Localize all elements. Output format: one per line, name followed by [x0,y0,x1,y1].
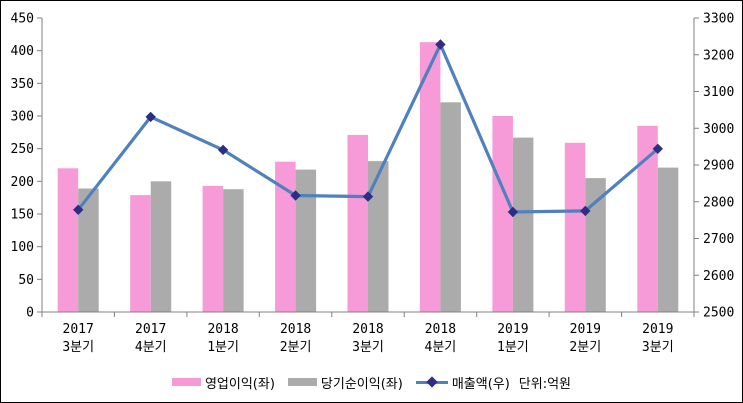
revenue-marker [73,204,84,215]
revenue-marker [580,205,591,217]
operating-profit-legend-label: 영업이익(좌) [204,376,275,392]
right-axis-tick-label: 2600 [703,269,734,284]
x-axis-label-quarter: 3분기 [352,340,384,355]
bar-net-profit [657,167,679,312]
bar-operating-profit [57,168,79,312]
right-axis-tick-label: 3200 [703,48,734,63]
right-axis-tick-label: 2500 [703,306,734,321]
bar-net-profit [78,188,99,312]
revenue-marker [652,143,663,154]
left-axis-tick-label: 200 [11,175,34,190]
bar-net-profit [368,161,389,312]
right-axis-tick-label: 2800 [703,195,734,210]
revenue-marker [290,190,301,201]
x-axis-label-quarter: 4분기 [425,340,457,355]
bar-operating-profit [637,125,658,312]
revenue-line-swatch [415,376,448,388]
left-axis-tick-label: 300 [11,110,34,125]
x-axis-label-year: 2018 [280,322,311,337]
bar-net-profit [585,178,606,312]
left-axis-tick-label: 350 [11,77,34,92]
bar-operating-profit [202,185,224,312]
revenue-marker [435,39,446,50]
x-axis-label-year: 2018 [352,322,383,337]
left-axis-tick-label: 400 [11,44,34,59]
left-axis-tick-label: 0 [26,306,34,321]
left-axis-tick-label: 50 [18,273,34,288]
right-axis-tick-label: 3300 [703,12,734,27]
right-axis-tick-label: 3100 [703,85,734,100]
revenue-marker [362,191,374,202]
bar-operating-profit [275,161,296,312]
revenue-marker [217,144,229,156]
bar-operating-profit [564,142,586,312]
bar-net-profit [223,189,244,312]
bar-net-profit [295,169,317,312]
x-axis-label-year: 2019 [642,322,673,337]
legend-item-revenue: 매출액(우) 단위:억원 [415,373,572,392]
unit-label: 단위:억원 [518,376,572,392]
left-axis-tick-label: 450 [11,12,34,27]
right-axis-tick-label: 2700 [703,232,734,247]
x-axis-label-year: 2018 [207,322,238,337]
x-axis-label-quarter: 3분기 [62,340,94,355]
bar-net-profit [512,137,534,312]
revenue-marker [507,206,519,218]
revenue-marker [145,111,156,123]
left-axis-tick-label: 150 [11,208,34,223]
right-axis-tick-label: 3000 [703,122,734,137]
diamond-marker-icon [426,376,438,388]
x-axis-label-year: 2018 [425,322,456,337]
x-axis-label-year: 2019 [497,322,528,337]
right-axis-tick-label: 2900 [703,159,734,174]
x-axis-label-quarter: 3분기 [642,340,674,355]
net-profit-color-swatch [287,378,317,386]
chart-legend: 영업이익(좌) 당기순이익(좌) 매출액(우) 단위:억원 [1,371,742,393]
bar-operating-profit [347,134,368,312]
x-axis-label-year: 2017 [63,322,94,337]
bar-net-profit [150,181,172,312]
legend-item-operating-profit: 영업이익(좌) [171,373,275,392]
legend-item-net-profit: 당기순이익(좌) [287,373,403,392]
x-axis-label-quarter: 1분기 [207,340,239,355]
bar-operating-profit [419,42,441,312]
bar-operating-profit [492,116,513,312]
x-axis-label-year: 2019 [570,322,601,337]
left-axis-tick-label: 100 [11,240,34,255]
left-axis-tick-label: 250 [11,142,34,157]
bar-operating-profit [130,195,151,312]
x-axis-label-quarter: 2분기 [569,340,601,355]
operating-profit-color-swatch [171,378,201,386]
x-axis-label-quarter: 2분기 [280,340,312,355]
x-axis-label-quarter: 1분기 [497,340,529,355]
x-axis-label-year: 2017 [135,322,166,337]
bar-net-profit [440,102,461,312]
net-profit-legend-label: 당기순이익(좌) [320,376,403,392]
revenue-legend-label: 매출액(우) [451,376,510,392]
x-axis-label-quarter: 4분기 [135,340,167,355]
